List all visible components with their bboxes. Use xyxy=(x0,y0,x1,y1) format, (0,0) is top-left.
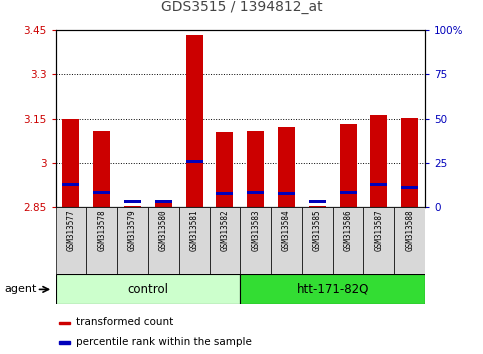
Bar xyxy=(216,132,233,207)
Text: GDS3515 / 1394812_at: GDS3515 / 1394812_at xyxy=(161,0,322,14)
Text: transformed count: transformed count xyxy=(76,317,173,327)
Bar xyxy=(401,185,418,188)
Text: GSM313577: GSM313577 xyxy=(67,209,75,251)
Bar xyxy=(247,131,264,207)
Bar xyxy=(56,207,86,274)
Bar xyxy=(247,192,264,194)
Bar xyxy=(240,274,425,304)
Bar xyxy=(370,115,387,207)
Bar xyxy=(93,131,110,207)
Bar xyxy=(370,183,387,185)
Bar xyxy=(124,206,141,207)
Text: GSM313582: GSM313582 xyxy=(220,209,229,251)
Bar xyxy=(148,207,179,274)
Text: percentile rank within the sample: percentile rank within the sample xyxy=(76,337,252,347)
Bar xyxy=(56,274,241,304)
Text: control: control xyxy=(128,283,169,296)
Bar xyxy=(59,322,71,324)
Text: GSM313585: GSM313585 xyxy=(313,209,322,251)
Bar xyxy=(62,119,79,207)
Bar xyxy=(364,207,394,274)
Bar xyxy=(155,200,172,207)
Text: GSM313588: GSM313588 xyxy=(405,209,414,251)
Bar xyxy=(179,207,210,274)
Bar xyxy=(271,207,302,274)
Bar xyxy=(185,34,202,207)
Bar xyxy=(278,127,295,207)
Text: GSM313579: GSM313579 xyxy=(128,209,137,251)
Bar xyxy=(309,206,326,207)
Text: GSM313584: GSM313584 xyxy=(282,209,291,251)
Bar xyxy=(401,118,418,207)
Bar xyxy=(278,192,295,195)
Bar xyxy=(124,200,141,203)
Bar xyxy=(86,207,117,274)
Bar xyxy=(93,192,110,194)
Bar xyxy=(59,342,71,343)
Bar xyxy=(340,192,356,194)
Text: GSM313581: GSM313581 xyxy=(190,209,199,251)
Bar xyxy=(302,207,333,274)
Bar xyxy=(155,200,172,202)
Text: GSM313580: GSM313580 xyxy=(159,209,168,251)
Bar xyxy=(117,207,148,274)
Bar xyxy=(216,192,233,195)
Text: GSM313587: GSM313587 xyxy=(374,209,384,251)
Bar xyxy=(309,200,326,203)
Text: agent: agent xyxy=(5,284,37,295)
Bar xyxy=(240,207,271,274)
Bar xyxy=(185,160,202,163)
Bar xyxy=(62,183,79,185)
Bar xyxy=(333,207,364,274)
Text: htt-171-82Q: htt-171-82Q xyxy=(297,283,369,296)
Text: GSM313578: GSM313578 xyxy=(97,209,106,251)
Text: GSM313583: GSM313583 xyxy=(251,209,260,251)
Text: GSM313586: GSM313586 xyxy=(343,209,353,251)
Bar xyxy=(394,207,425,274)
Bar xyxy=(340,125,356,207)
Bar xyxy=(210,207,240,274)
